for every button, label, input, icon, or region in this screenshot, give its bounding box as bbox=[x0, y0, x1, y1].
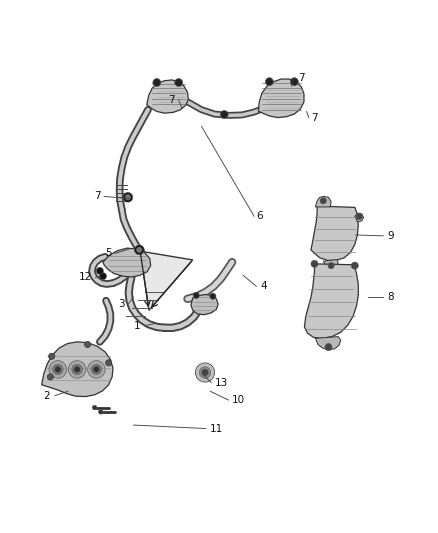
Circle shape bbox=[220, 110, 228, 118]
Circle shape bbox=[68, 361, 86, 378]
Circle shape bbox=[106, 360, 112, 366]
Circle shape bbox=[55, 367, 60, 372]
Polygon shape bbox=[315, 197, 331, 207]
Polygon shape bbox=[42, 342, 113, 397]
Circle shape bbox=[325, 344, 332, 351]
Text: 10: 10 bbox=[232, 395, 245, 405]
Circle shape bbox=[99, 410, 103, 414]
Circle shape bbox=[290, 78, 298, 86]
Circle shape bbox=[99, 273, 106, 280]
Circle shape bbox=[195, 363, 215, 382]
Text: 7: 7 bbox=[94, 191, 101, 201]
Polygon shape bbox=[191, 295, 218, 314]
Circle shape bbox=[92, 405, 97, 410]
Circle shape bbox=[49, 353, 55, 359]
Text: 7: 7 bbox=[311, 112, 318, 123]
Polygon shape bbox=[304, 264, 358, 338]
Polygon shape bbox=[140, 251, 193, 310]
Polygon shape bbox=[311, 206, 358, 260]
Circle shape bbox=[53, 364, 63, 375]
Polygon shape bbox=[258, 79, 304, 118]
Text: 6: 6 bbox=[256, 211, 263, 221]
Circle shape bbox=[94, 367, 99, 372]
Text: 11: 11 bbox=[210, 424, 223, 433]
Circle shape bbox=[47, 374, 53, 380]
Circle shape bbox=[265, 78, 273, 86]
Circle shape bbox=[72, 364, 82, 375]
Circle shape bbox=[123, 192, 133, 202]
Circle shape bbox=[134, 245, 144, 255]
Polygon shape bbox=[103, 248, 151, 277]
Text: 3: 3 bbox=[118, 298, 125, 309]
Circle shape bbox=[328, 263, 334, 269]
Text: 13: 13 bbox=[215, 377, 228, 387]
Polygon shape bbox=[323, 260, 338, 268]
Circle shape bbox=[96, 268, 103, 274]
Polygon shape bbox=[147, 80, 188, 113]
Circle shape bbox=[85, 342, 91, 348]
Circle shape bbox=[153, 78, 161, 86]
Circle shape bbox=[88, 361, 105, 378]
Text: 12: 12 bbox=[79, 272, 92, 282]
Circle shape bbox=[210, 293, 216, 300]
Text: 8: 8 bbox=[388, 292, 394, 302]
Circle shape bbox=[356, 214, 362, 220]
Text: 2: 2 bbox=[44, 391, 50, 401]
Circle shape bbox=[202, 369, 208, 376]
Circle shape bbox=[49, 361, 67, 378]
Circle shape bbox=[351, 262, 358, 269]
Circle shape bbox=[91, 364, 102, 375]
Text: 7: 7 bbox=[298, 73, 304, 83]
Circle shape bbox=[193, 292, 199, 298]
Text: 5: 5 bbox=[105, 248, 112, 259]
Polygon shape bbox=[355, 213, 364, 222]
Circle shape bbox=[311, 260, 318, 268]
Circle shape bbox=[175, 78, 183, 86]
Text: 4: 4 bbox=[261, 281, 267, 291]
Text: 1: 1 bbox=[134, 321, 140, 330]
Text: 7: 7 bbox=[169, 95, 175, 105]
Polygon shape bbox=[315, 336, 341, 350]
Circle shape bbox=[137, 247, 142, 253]
Circle shape bbox=[125, 195, 131, 200]
Circle shape bbox=[320, 198, 326, 204]
Text: 9: 9 bbox=[388, 231, 394, 241]
Circle shape bbox=[199, 367, 211, 378]
Circle shape bbox=[74, 367, 80, 372]
